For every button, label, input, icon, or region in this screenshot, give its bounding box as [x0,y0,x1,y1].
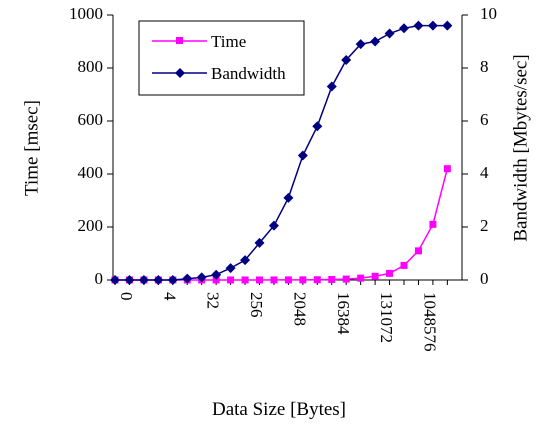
right-tick-label: 2 [480,216,489,235]
bandwidth-point [413,20,424,31]
bandwidth-point [254,237,265,248]
bandwidth-point [211,269,222,280]
x-tick-label: 16384 [334,292,353,335]
series-layer [110,20,453,285]
bandwidth-point [225,263,236,274]
right-axis-ticks: 0 2 4 6 8 10 [462,4,497,288]
x-tick-label: 2048 [290,292,309,326]
x-tick-label: 4 [160,292,179,301]
time-point [256,276,263,284]
time-point [313,276,321,284]
legend-bandwidth-marker [175,68,185,78]
bandwidth-point [182,273,193,284]
bandwidth-point [167,275,178,285]
left-tick-label: 400 [78,163,104,182]
legend-time-marker [176,37,183,44]
time-point [414,247,422,255]
left-tick-label: 1000 [69,4,103,23]
time-point [270,276,278,284]
bandwidth-point [138,275,149,285]
time-point [357,274,365,282]
x-tick-label: 256 [247,292,266,318]
bandwidth-point [110,275,120,285]
legend-time-label: Time [211,32,246,51]
bandwidth-point [326,81,337,92]
x-tick-label: 1048576 [420,292,439,352]
right-tick-label: 8 [480,57,489,76]
time-point [386,269,394,277]
right-tick-label: 6 [480,110,489,129]
x-axis-ticks: 0 4 32 256 2048 16384 131072 1048576 [114,280,448,352]
right-axis-title: Bandwidth [Mbytes/sec] [510,54,531,241]
bandwidth-point [341,55,352,66]
right-tick-label: 4 [480,163,489,182]
left-tick-label: 0 [95,269,104,288]
bandwidth-point [427,20,438,31]
bandwidth-point [355,39,366,50]
x-axis-title: Data Size [Bytes] [212,399,346,420]
left-tick-label: 800 [78,57,104,76]
x-tick-label: 0 [117,292,136,301]
time-point [241,276,249,284]
bandwidth-point [124,275,135,285]
bandwidth-point [153,275,164,285]
right-tick-label: 0 [480,269,489,288]
time-point [400,261,408,269]
bandwidth-point [399,23,409,34]
time-point [443,165,451,173]
bandwidth-point [312,121,323,132]
bandwidth-point [370,36,381,47]
left-axis-ticks: 0 200 400 600 800 1000 [69,4,113,288]
time-series-line [115,168,449,281]
time-point [429,220,437,228]
time-point [227,276,235,284]
bandwidth-point [196,272,207,283]
left-tick-label: 200 [78,216,104,235]
time-point [212,276,220,284]
x-tick-label: 32 [204,292,223,309]
bandwidth-point [283,192,294,203]
right-tick-label: 10 [480,4,497,23]
bandwidth-point [442,20,453,31]
left-tick-label: 600 [78,110,104,129]
bandwidth-point [268,220,279,231]
legend-box [138,20,305,96]
time-point [342,275,350,283]
time-point [299,276,307,284]
legend-bandwidth-label: Bandwidth [211,64,286,83]
bandwidth-point [384,28,395,39]
bandwidth-point [297,150,308,161]
legend: Time Bandwidth [138,20,305,96]
bandwidth-point [240,255,251,266]
time-point [371,272,379,280]
time-point [328,275,336,283]
x-tick-label: 131072 [377,292,396,343]
left-axis-title: Time [msec] [21,100,42,196]
time-point [284,276,292,284]
